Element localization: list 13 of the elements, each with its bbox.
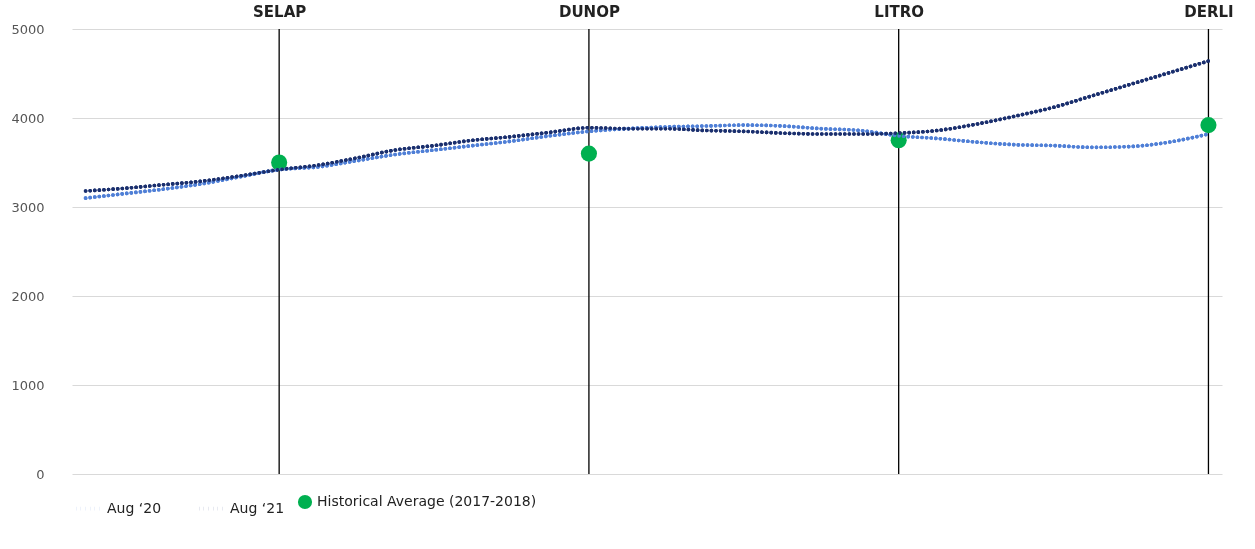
- x-tick-label: DUNOP: [558, 2, 620, 21]
- legend-label: Aug ‘20: [107, 499, 162, 516]
- y-tick-label: 1000: [11, 377, 45, 393]
- y-tick-label: 5000: [11, 21, 45, 37]
- y-tick-label: 3000: [11, 199, 45, 215]
- x-tick-label: LITRO: [874, 2, 925, 21]
- x-tick-label: DERLI: [1184, 2, 1234, 21]
- y-tick-label: 4000: [11, 110, 45, 126]
- legend-label: Historical Average (2017-2018): [317, 493, 537, 509]
- y-tick-label: 2000: [11, 288, 45, 304]
- x-tick-label: SELAP: [253, 2, 307, 21]
- legend-label: Aug ‘21: [230, 499, 285, 516]
- y-tick-label: 0: [36, 466, 45, 482]
